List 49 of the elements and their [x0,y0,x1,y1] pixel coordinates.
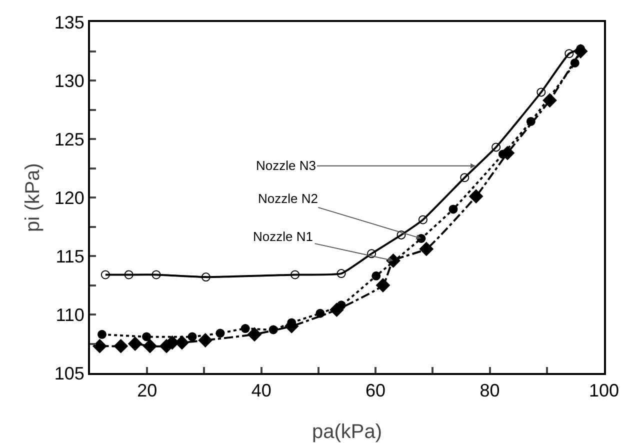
y-tick-label: 105 [54,363,84,384]
point [201,272,210,282]
y-tick-label: 110 [56,304,84,325]
point [188,332,197,342]
point [542,93,557,108]
point [492,142,501,152]
point [418,215,428,224]
y-tick-label: 130 [54,70,84,91]
point [376,278,390,292]
x-tick-label: 40 [251,380,272,401]
point [372,271,381,280]
point [152,270,161,280]
point [128,336,142,351]
point [216,328,225,338]
point [448,204,458,214]
x-tick-label: 20 [137,380,158,401]
point [100,270,110,280]
point [198,333,212,348]
y-tick-label: 125 [54,129,84,150]
x-tick-label: 80 [480,380,500,401]
point [97,330,106,339]
point [419,242,434,256]
annotation: Nozzle N3 [256,158,316,173]
point [240,324,250,334]
x-tick-label: 60 [366,380,386,401]
point [564,49,574,58]
point [92,339,107,354]
point [330,302,344,317]
point [142,332,152,342]
point [367,249,376,258]
point [247,327,262,342]
point [114,339,128,354]
annotation: Nozzle N2 [258,191,318,206]
point [142,339,157,354]
y-tick-label: 120 [54,188,84,208]
point [290,270,300,280]
y-tick-label: 115 [56,246,84,266]
point [396,230,406,240]
point [124,270,134,280]
x-axis-title: pa(kPa) [312,421,382,443]
point [574,44,588,58]
y-axis-title: pi (kPa) [22,163,44,232]
annotation: Nozzle N1 [253,229,313,244]
point [336,269,346,278]
point [536,88,546,97]
point [460,173,470,182]
point [469,189,484,204]
x-tick-label: 100 [588,380,620,401]
y-tick-label: 135 [54,12,84,32]
